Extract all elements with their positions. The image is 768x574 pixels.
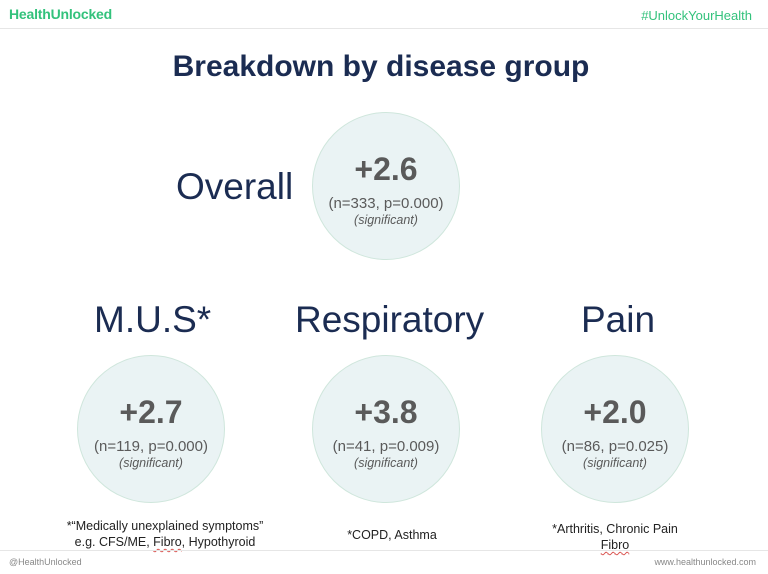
mus-stats: (n=119, p=0.000) <box>94 438 208 455</box>
mus-value: +2.7 <box>119 394 183 430</box>
overall-circle: +2.6 (n=333, p=0.000) (significant) <box>312 112 460 260</box>
mus-significance: (significant) <box>119 456 183 470</box>
mus-footnote-suffix: , Hypothyroid <box>181 535 256 549</box>
pain-circle: +2.0 (n=86, p=0.025) (significant) <box>541 355 689 503</box>
mus-footnote-line1: *“Medically unexplained symptoms” <box>66 519 264 533</box>
mus-label: M.U.S* <box>94 299 212 340</box>
pain-significance: (significant) <box>583 456 647 470</box>
overall-label: Overall <box>176 166 294 207</box>
respiratory-significance: (significant) <box>354 456 418 470</box>
respiratory-footnote-line1: *COPD, Asthma <box>347 528 437 542</box>
overall-significance: (significant) <box>354 213 418 227</box>
footer-bar: @HealthUnlocked www.healthunlocked.com <box>0 550 768 574</box>
pain-stats: (n=86, p=0.025) <box>561 438 669 455</box>
footer-handle: @HealthUnlocked <box>9 557 82 567</box>
footer-url[interactable]: www.healthunlocked.com <box>654 557 756 567</box>
mus-circle: +2.7 (n=119, p=0.000) (significant) <box>77 355 225 503</box>
pain-value: +2.0 <box>583 394 647 430</box>
pain-footnote-line1: *Arthritis, Chronic Pain <box>552 522 678 536</box>
brand-logo[interactable]: HealthUnlocked <box>9 6 112 22</box>
mus-footnote-prefix: e.g. CFS/ME, <box>74 535 154 549</box>
mus-footnote-line2: e.g. CFS/ME, Fibro, Hypothyroid <box>20 534 310 550</box>
respiratory-label: Respiratory <box>295 299 485 340</box>
pain-footnote: *Arthritis, Chronic Pain Fibro <box>515 521 715 553</box>
hashtag: #UnlockYourHealth <box>641 8 752 23</box>
pain-label: Pain <box>581 299 656 340</box>
page-title: Breakdown by disease group <box>172 50 590 83</box>
respiratory-stats: (n=41, p=0.009) <box>332 438 440 455</box>
pain-footnote-line2: Fibro <box>515 537 715 553</box>
overall-value: +2.6 <box>354 151 418 187</box>
respiratory-circle: +3.8 (n=41, p=0.009) (significant) <box>312 355 460 503</box>
mus-footnote: *“Medically unexplained symptoms” e.g. C… <box>20 518 310 550</box>
overall-stats: (n=333, p=0.000) <box>328 195 444 212</box>
respiratory-value: +3.8 <box>354 394 418 430</box>
spellcheck-word: Fibro <box>600 538 630 552</box>
header-bar: HealthUnlocked #UnlockYourHealth <box>0 0 768 29</box>
respiratory-footnote: *COPD, Asthma <box>292 527 492 543</box>
spellcheck-word: Fibro <box>153 535 182 549</box>
